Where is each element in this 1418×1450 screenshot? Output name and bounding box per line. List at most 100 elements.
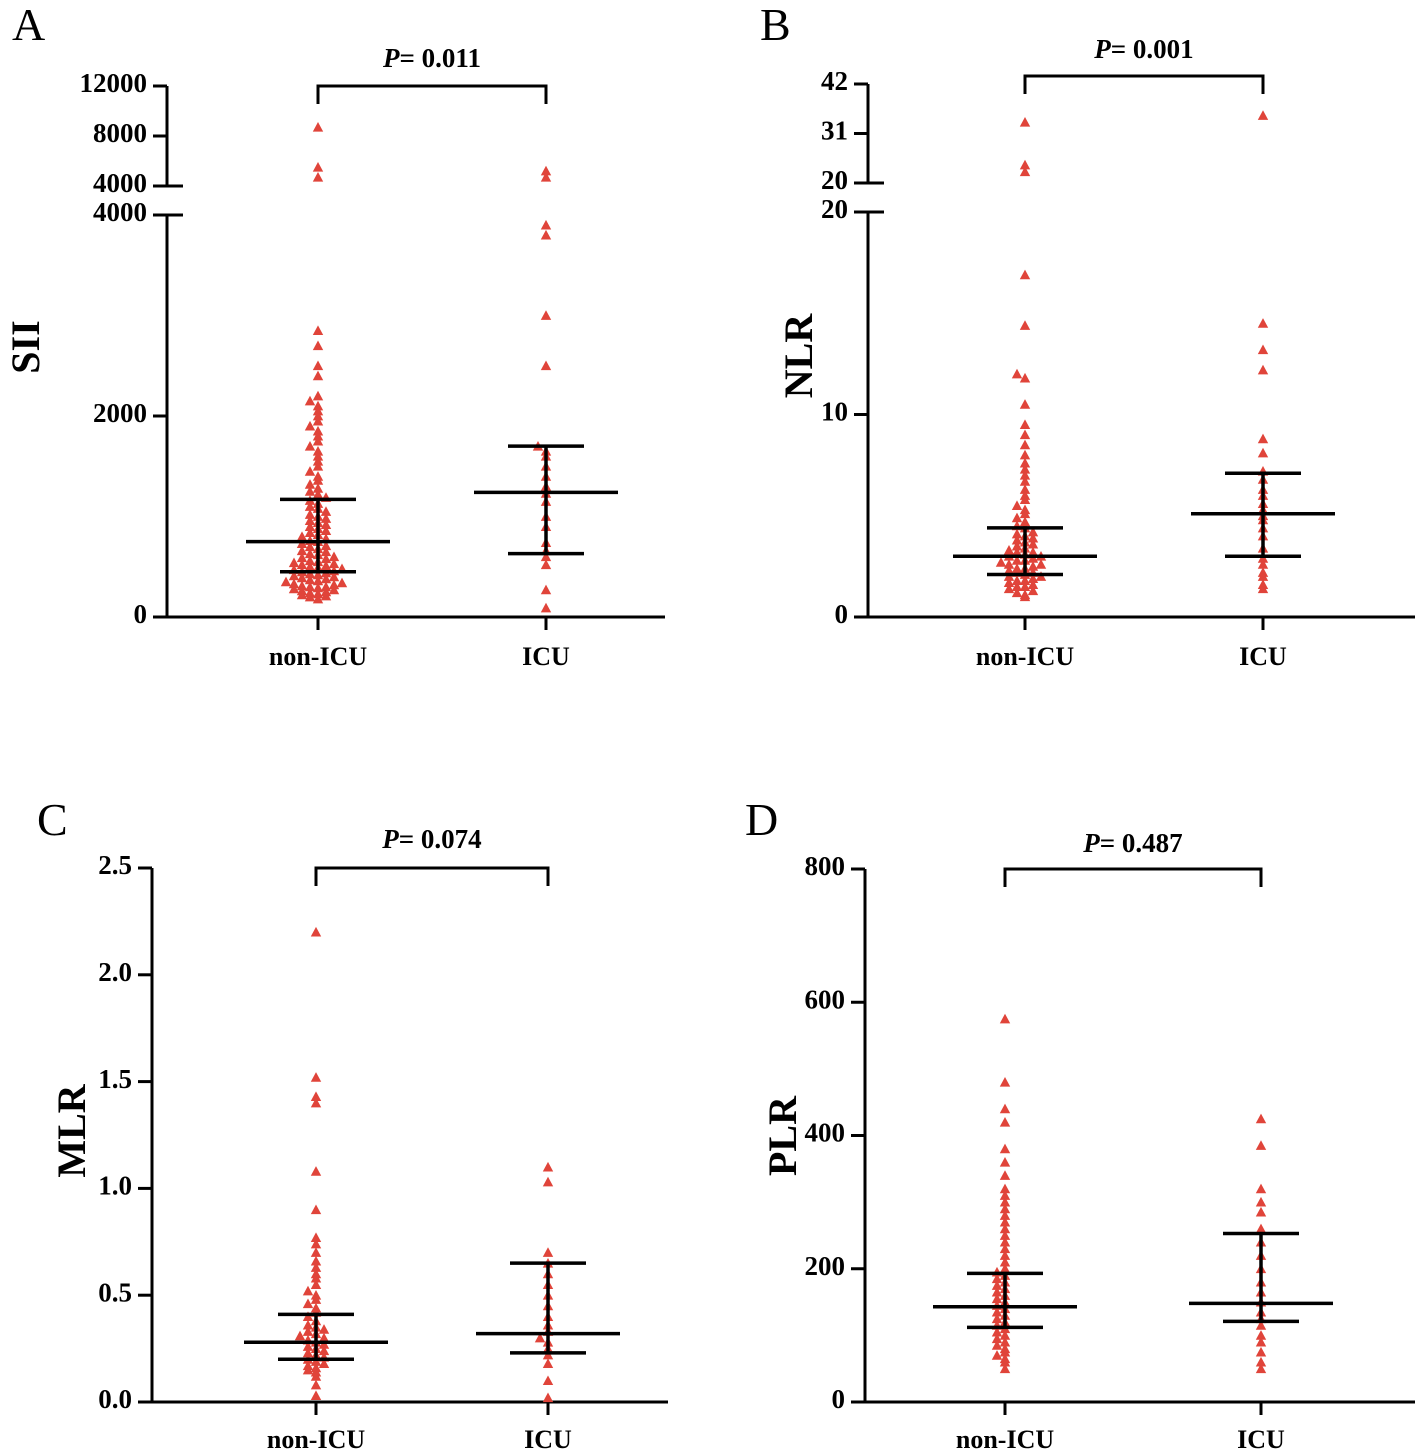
- data-point: [1019, 457, 1031, 468]
- data-point: [1011, 547, 1023, 557]
- data-point: [320, 525, 332, 535]
- data-point: [312, 471, 324, 481]
- data-point: [328, 584, 340, 595]
- data-point: [304, 501, 316, 511]
- data-point: [296, 545, 308, 556]
- data-point: [540, 602, 552, 613]
- p-value-number: = 0.001: [1111, 34, 1194, 64]
- x-tick-label: non-ICU: [956, 1425, 1054, 1450]
- p-value-symbol: P: [1093, 34, 1111, 64]
- data-point: [999, 1353, 1011, 1364]
- data-point: [540, 360, 552, 371]
- data-point: [1011, 563, 1023, 573]
- data-point: [312, 445, 324, 456]
- p-value-label: P= 0.011: [382, 43, 481, 73]
- series-non-icu: [280, 122, 348, 604]
- data-point: [1019, 117, 1031, 127]
- series-non-icu: [991, 1013, 1011, 1374]
- data-point: [312, 582, 324, 593]
- data-point: [302, 1347, 314, 1358]
- data-point: [540, 172, 552, 182]
- data-point: [320, 506, 332, 516]
- p-value-symbol: P: [382, 43, 400, 73]
- data-point: [320, 513, 332, 523]
- data-point: [999, 1363, 1011, 1374]
- data-point: [540, 219, 552, 230]
- y-tick-label: 0: [832, 1384, 846, 1414]
- data-point: [540, 559, 552, 570]
- data-point: [1019, 399, 1031, 409]
- data-point: [1011, 534, 1023, 545]
- data-point: [312, 390, 324, 401]
- data-point: [1019, 476, 1031, 486]
- y-tick-label: 1.5: [98, 1064, 132, 1094]
- panel-letter: D: [745, 794, 778, 845]
- data-point: [999, 1216, 1011, 1227]
- y-tick-label: 400: [805, 1118, 846, 1148]
- data-point: [991, 1333, 1003, 1344]
- data-point: [991, 1273, 1003, 1284]
- data-point: [310, 1166, 322, 1176]
- data-point: [296, 559, 308, 570]
- data-point: [1255, 1363, 1267, 1374]
- data-point: [999, 1336, 1011, 1347]
- data-point: [1019, 159, 1031, 170]
- p-value-label: P= 0.487: [1082, 828, 1182, 858]
- panel-letter: B: [760, 0, 791, 50]
- y-tick-label: 42: [821, 66, 848, 96]
- significance-bracket: [316, 84, 548, 104]
- data-point: [304, 548, 316, 559]
- data-point: [312, 425, 324, 436]
- data-point: [991, 1293, 1003, 1304]
- data-point: [1035, 559, 1047, 569]
- data-point: [540, 229, 552, 240]
- data-point: [310, 1390, 322, 1401]
- data-point: [534, 1332, 546, 1343]
- data-point: [304, 486, 316, 496]
- series-non-icu: [294, 926, 330, 1401]
- data-point: [320, 573, 332, 584]
- data-point: [304, 587, 316, 598]
- data-point: [304, 521, 316, 531]
- data-point: [1255, 1320, 1267, 1330]
- data-point: [312, 483, 324, 493]
- y-axis-title: MLR: [49, 1083, 94, 1177]
- data-point: [999, 1116, 1011, 1127]
- data-point: [304, 574, 316, 585]
- data-point: [1027, 532, 1039, 543]
- data-point: [310, 1290, 322, 1300]
- data-point: [1019, 589, 1031, 600]
- y-tick-label: 20: [821, 194, 848, 224]
- data-point: [1003, 544, 1015, 555]
- data-point: [294, 1330, 306, 1341]
- y-tick-label: 600: [805, 984, 846, 1014]
- data-point: [1027, 579, 1039, 590]
- p-value-label: P= 0.074: [381, 824, 481, 854]
- data-point: [302, 1285, 314, 1296]
- x-tick-label: ICU: [1239, 642, 1287, 671]
- data-point: [1019, 269, 1031, 280]
- data-point: [304, 420, 316, 431]
- data-point: [999, 1343, 1011, 1354]
- data-point: [302, 1319, 314, 1330]
- data-point: [312, 325, 324, 335]
- data-point: [310, 1072, 322, 1082]
- data-point: [1255, 1330, 1267, 1340]
- data-point: [312, 340, 324, 351]
- x-tick-label: non-ICU: [976, 642, 1074, 671]
- data-point: [1257, 567, 1269, 577]
- data-point: [320, 560, 332, 571]
- data-point: [999, 1230, 1011, 1240]
- data-point: [310, 926, 322, 937]
- data-point: [304, 555, 316, 566]
- y-tick-label: 4000: [93, 197, 147, 227]
- data-point: [999, 1170, 1011, 1180]
- data-point: [1011, 540, 1023, 551]
- data-point: [999, 1256, 1011, 1267]
- data-point: [1011, 555, 1023, 565]
- data-point: [999, 1243, 1011, 1254]
- data-point: [1257, 344, 1269, 355]
- data-point: [1019, 449, 1031, 460]
- data-point: [310, 1379, 322, 1390]
